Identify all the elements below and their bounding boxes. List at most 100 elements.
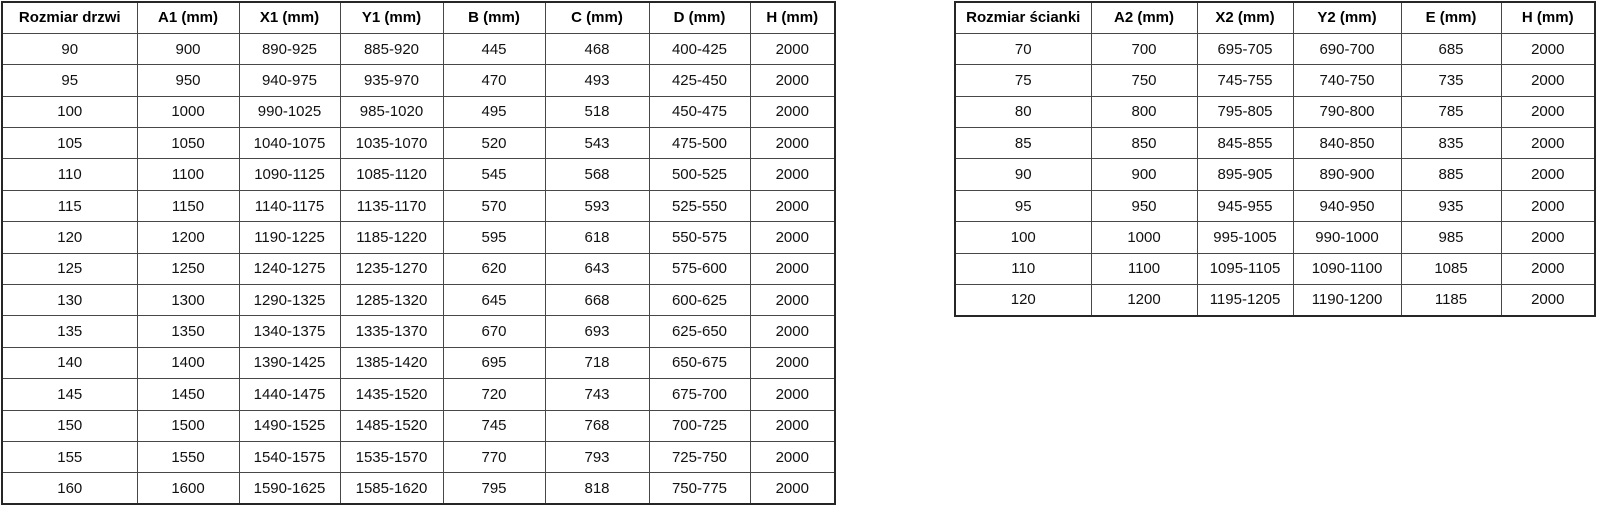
table-cell: 95 <box>954 189 1092 223</box>
table-row: 80 800 795-805 790-800 785 2000 <box>954 95 1596 129</box>
table-cell: 2000 <box>1500 32 1596 66</box>
table-cell: 950 <box>1090 189 1198 223</box>
table-cell: 940-975 <box>238 64 341 97</box>
table-cell: 593 <box>544 189 650 223</box>
column-header: B (mm) <box>442 1 546 34</box>
table-cell: 885 <box>1400 158 1502 191</box>
table-cell: 1335-1370 <box>339 315 444 348</box>
table-cell: 545 <box>442 158 546 191</box>
column-header: A1 (mm) <box>136 1 240 34</box>
column-header: H (mm) <box>749 1 836 34</box>
table-cell: 1100 <box>1090 252 1198 286</box>
table-cell: 740-750 <box>1292 64 1402 97</box>
table-cell: 1600 <box>136 472 240 505</box>
table-cell: 100 <box>1 95 138 129</box>
table-cell: 618 <box>544 221 650 254</box>
table-cell: 1040-1075 <box>238 127 341 160</box>
table-cell: 2000 <box>1500 189 1596 223</box>
table-cell: 995-1005 <box>1196 221 1294 254</box>
table-row: 95 950 945-955 940-950 935 2000 <box>954 189 1596 223</box>
table-cell: 1240-1275 <box>238 252 341 286</box>
table-cell: 2000 <box>749 252 836 286</box>
table-cell: 1235-1270 <box>339 252 444 286</box>
table-cell: 745 <box>442 409 546 442</box>
table-row: 110 1100 1090-1125 1085-1120 545 568 500-525 20… <box>1 158 836 191</box>
table-cell: 800 <box>1090 95 1198 129</box>
table-cell: 895-905 <box>1196 158 1294 191</box>
table-cell: 2000 <box>1500 284 1596 317</box>
table-cell: 2000 <box>749 440 836 474</box>
wall-size-table: Rozmiar ścianki A2 (mm) X2 (mm) Y2 (mm) E (m… <box>954 1 1596 317</box>
column-header: C (mm) <box>544 1 650 34</box>
table-cell: 1400 <box>136 346 240 380</box>
table-cell: 2000 <box>749 127 836 160</box>
table-cell: 568 <box>544 158 650 191</box>
table-cell: 425-450 <box>648 64 751 97</box>
table-cell: 670 <box>442 315 546 348</box>
table-row: 145 1450 1440-1475 1435-1520 720 743 675-700 20… <box>1 378 836 411</box>
table-cell: 2000 <box>1500 127 1596 160</box>
table-cell: 795-805 <box>1196 95 1294 129</box>
table-cell: 700 <box>1090 32 1198 66</box>
column-header: Rozmiar drzwi <box>1 1 138 34</box>
table-row: 160 1600 1590-1625 1585-1620 795 818 750-775 20… <box>1 472 836 505</box>
table-cell: 80 <box>954 95 1092 129</box>
table-cell: 2000 <box>749 472 836 505</box>
table-cell: 470 <box>442 64 546 97</box>
table-cell: 1490-1525 <box>238 409 341 442</box>
table-cell: 1085-1120 <box>339 158 444 191</box>
table-cell: 770 <box>442 440 546 474</box>
table-cell: 90 <box>1 32 138 66</box>
table-cell: 718 <box>544 346 650 380</box>
table-cell: 2000 <box>749 378 836 411</box>
table-cell: 1200 <box>136 221 240 254</box>
table-cell: 95 <box>1 64 138 97</box>
column-header: H (mm) <box>1500 1 1596 34</box>
column-header: A2 (mm) <box>1090 1 1198 34</box>
table-row: 115 1150 1140-1175 1135-1170 570 593 525-550 20… <box>1 189 836 223</box>
column-header: Y1 (mm) <box>339 1 444 34</box>
table-cell: 1085 <box>1400 252 1502 286</box>
table-cell: 1350 <box>136 315 240 348</box>
table-cell: 450-475 <box>648 95 751 129</box>
table-row: 130 1300 1290-1325 1285-1320 645 668 600-625 20… <box>1 284 836 317</box>
table-cell: 2000 <box>749 284 836 317</box>
table-cell: 695 <box>442 346 546 380</box>
table-cell: 790-800 <box>1292 95 1402 129</box>
table-cell: 690-700 <box>1292 32 1402 66</box>
table-cell: 125 <box>1 252 138 286</box>
table-cell: 695-705 <box>1196 32 1294 66</box>
table-cell: 2000 <box>1500 64 1596 97</box>
table-row: 95 950 940-975 935-970 470 493 425-450 2000 <box>1 64 836 97</box>
table-row: 140 1400 1390-1425 1385-1420 695 718 650-675 20… <box>1 346 836 380</box>
table-cell: 1090-1100 <box>1292 252 1402 286</box>
table-row: 90 900 890-925 885-920 445 468 400-425 2000 <box>1 32 836 66</box>
table-cell: 1500 <box>136 409 240 442</box>
table-row: 75 750 745-755 740-750 735 2000 <box>954 64 1596 97</box>
table-cell: 735 <box>1400 64 1502 97</box>
table-row: 135 1350 1340-1375 1335-1370 670 693 625-650 20… <box>1 315 836 348</box>
table-cell: 493 <box>544 64 650 97</box>
table-cell: 575-600 <box>648 252 751 286</box>
header-row: Rozmiar drzwi A1 (mm) X1 (mm) Y1 (mm) B (mm)… <box>1 1 836 34</box>
table-cell: 845-855 <box>1196 127 1294 160</box>
table-row: 105 1050 1040-1075 1035-1070 520 543 475-500 20… <box>1 127 836 160</box>
table-cell: 1585-1620 <box>339 472 444 505</box>
table-cell: 720 <box>442 378 546 411</box>
table-cell: 2000 <box>749 221 836 254</box>
table-cell: 135 <box>1 315 138 348</box>
column-header: Y2 (mm) <box>1292 1 1402 34</box>
table-cell: 795 <box>442 472 546 505</box>
table-cell: 475-500 <box>648 127 751 160</box>
table-cell: 1090-1125 <box>238 158 341 191</box>
table-cell: 1150 <box>136 189 240 223</box>
table-cell: 2000 <box>749 346 836 380</box>
table-cell: 668 <box>544 284 650 317</box>
table-cell: 105 <box>1 127 138 160</box>
table-cell: 1385-1420 <box>339 346 444 380</box>
table-cell: 70 <box>954 32 1092 66</box>
table-cell: 1050 <box>136 127 240 160</box>
table-row: 100 1000 995-1005 990-1000 985 2000 <box>954 221 1596 254</box>
table-cell: 468 <box>544 32 650 66</box>
table-cell: 935-970 <box>339 64 444 97</box>
